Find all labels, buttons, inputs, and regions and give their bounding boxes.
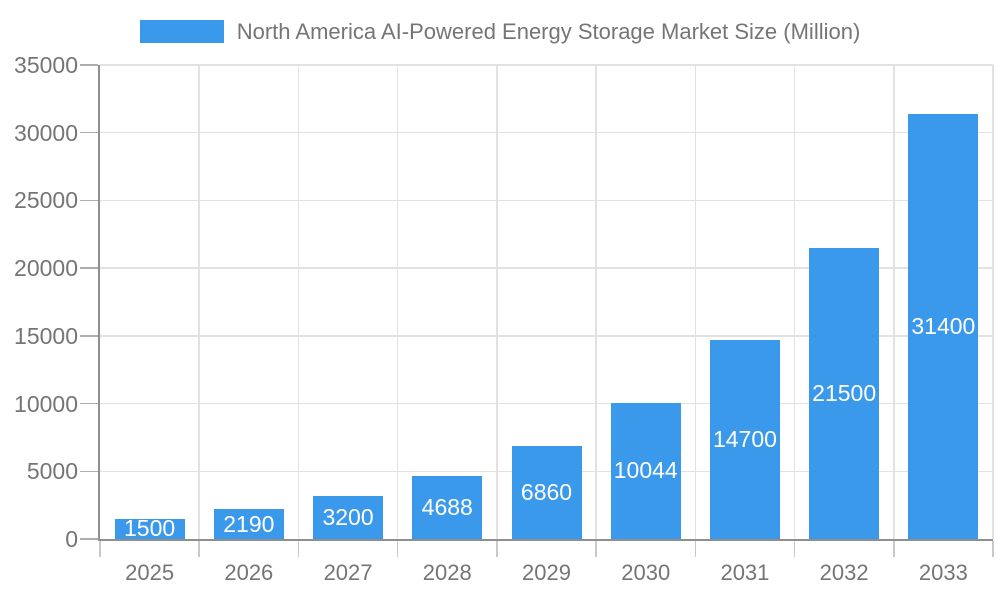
y-tick-label: 10000 (14, 390, 78, 417)
y-tick-label: 30000 (14, 119, 78, 146)
bar-2025[interactable]: 1500 (114, 515, 185, 542)
v-gridline (595, 65, 597, 539)
bar-2032[interactable]: 21500 (809, 247, 880, 539)
y-tick-mark (80, 199, 98, 202)
x-tick-label: 2030 (621, 560, 671, 585)
y-tick-mark (80, 64, 98, 66)
x-tick-mark (496, 541, 498, 557)
x-tick-mark (297, 541, 300, 557)
x-tick-label: 2028 (422, 560, 472, 585)
plot-area: 1500 2190 3200 4688 6860 10044 14700 21500 31400 (98, 64, 994, 542)
x-tick-mark (198, 541, 200, 557)
bar-2033[interactable]: 31400 (908, 113, 979, 539)
h-gridline (100, 267, 993, 269)
x-tick-mark (992, 541, 994, 557)
y-tick-label: 20000 (14, 255, 78, 282)
y-tick-mark (80, 402, 98, 405)
bar-2028[interactable]: 4688 (412, 475, 483, 539)
h-gridline (100, 402, 993, 405)
y-tick-mark (80, 335, 98, 337)
bar-value-label: 1500 (124, 515, 176, 542)
x-tick-label: 2032 (819, 560, 869, 585)
x-tick-label: 2033 (918, 560, 968, 585)
y-tick-mark (80, 131, 98, 134)
v-gridline (496, 65, 498, 539)
x-tick-label: 2026 (224, 560, 274, 585)
bar-value-label: 14700 (712, 425, 777, 452)
y-tick-label: 25000 (14, 187, 78, 214)
bar-value-label: 6860 (520, 479, 573, 506)
x-tick-label: 2025 (125, 560, 175, 585)
x-tick-mark (595, 541, 597, 557)
x-tick-mark (694, 541, 697, 557)
x-tick-mark (99, 541, 101, 557)
x-tick-label: 2029 (522, 560, 571, 585)
legend: North America AI-Powered Energy Storage … (0, 18, 1000, 45)
v-gridline (793, 65, 796, 539)
y-tick-mark (80, 470, 98, 473)
bar-2029[interactable]: 6860 (511, 446, 582, 539)
y-tick-mark (80, 538, 98, 540)
bar-value-label: 31400 (911, 312, 976, 339)
y-tick-label: 35000 (14, 52, 78, 78)
h-gridline (100, 64, 993, 66)
bar-2026[interactable]: 2190 (213, 509, 284, 539)
legend-label: North America AI-Powered Energy Storage … (236, 19, 861, 44)
bar-value-label: 10044 (613, 457, 678, 484)
y-tick-label: 5000 (26, 458, 78, 485)
x-tick-mark (396, 541, 399, 557)
legend-swatch (139, 20, 224, 43)
bar-value-label: 3200 (322, 503, 374, 530)
v-gridline (396, 65, 399, 539)
x-tick-label: 2027 (323, 560, 373, 585)
v-gridline (893, 65, 895, 539)
bar-2030[interactable]: 10044 (610, 402, 681, 539)
h-gridline (100, 131, 993, 134)
h-gridline (100, 335, 993, 337)
y-tick-label: 0 (65, 526, 78, 552)
v-gridline (992, 65, 994, 539)
v-gridline (198, 65, 200, 539)
v-gridline (297, 65, 300, 539)
bar-value-label: 21500 (812, 379, 877, 406)
bar-2027[interactable]: 3200 (313, 495, 384, 539)
v-gridline (694, 65, 697, 539)
gridlines (100, 64, 994, 539)
bar-value-label: 2190 (223, 510, 275, 537)
y-tick-label: 15000 (14, 322, 78, 349)
bar-2031[interactable]: 14700 (709, 339, 780, 539)
h-gridline (100, 199, 993, 202)
x-tick-mark (793, 541, 796, 557)
x-tick-label: 2031 (720, 560, 770, 585)
legend-item[interactable]: North America AI-Powered Energy Storage … (139, 18, 861, 45)
y-tick-mark (80, 267, 98, 269)
bars-layer: 1500 2190 3200 4688 6860 10044 14700 21500 31400 (100, 65, 993, 542)
bar-value-label: 4688 (421, 493, 473, 520)
x-tick-mark (893, 541, 895, 557)
